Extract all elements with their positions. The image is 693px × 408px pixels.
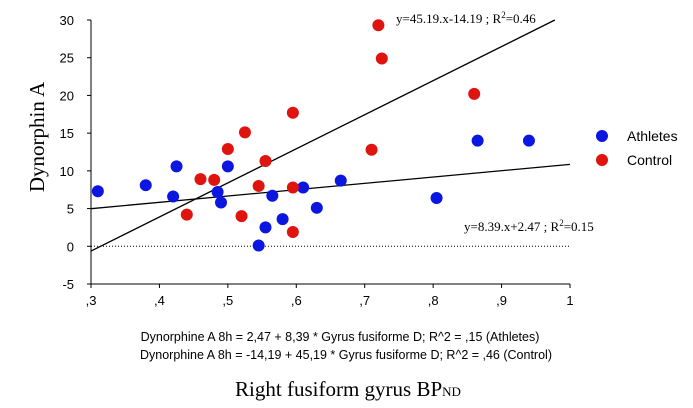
point-athletes — [91, 185, 104, 198]
y-tick-label: -5 — [62, 277, 74, 292]
y-tick-label: 0 — [67, 239, 74, 254]
y-tick-label: 20 — [60, 88, 74, 103]
point-athletes — [334, 174, 347, 187]
point-athletes — [310, 201, 323, 214]
y-tick-label: 5 — [67, 202, 74, 217]
x-tick-label: 1 — [566, 293, 573, 308]
point-control — [259, 155, 272, 168]
y-tick-label: 25 — [60, 51, 74, 66]
point-athletes — [522, 134, 535, 147]
point-control — [286, 225, 299, 238]
point-control — [372, 19, 385, 32]
y-tick-label: 10 — [60, 164, 74, 179]
point-athletes — [471, 134, 484, 147]
point-athletes — [430, 192, 443, 205]
legend-marker-athletes — [596, 130, 608, 142]
x-tick-label: ,6 — [291, 293, 302, 308]
point-athletes — [211, 185, 224, 198]
point-athletes — [170, 160, 183, 173]
point-control — [238, 126, 251, 139]
point-control — [286, 181, 299, 194]
footnote-control: Dynorphine A 8h = -14,19 + 45,19 * Gyrus… — [140, 348, 552, 362]
athletes-fit-equation: y=8.39.x+2.47 ; R2=0.15 — [464, 218, 594, 234]
point-athletes — [276, 213, 289, 226]
footnote-athletes: Dynorphine A 8h = 2,47 + 8,39 * Gyrus fu… — [141, 330, 540, 344]
point-athletes — [167, 190, 180, 203]
point-control — [286, 106, 299, 119]
point-control — [375, 52, 388, 65]
point-control — [194, 173, 207, 186]
fit-line-athletes — [90, 163, 571, 210]
point-athletes — [266, 189, 279, 202]
legend-marker-control — [596, 154, 608, 166]
x-tick-label: ,9 — [496, 293, 507, 308]
point-athletes — [221, 160, 234, 173]
plot-area: -5 0 5 10 15 20 25 30 ,3 ,4 ,5 ,6 ,7 ,8 ,9 1 — [60, 13, 574, 308]
fit-line-control — [90, 19, 556, 252]
legend-label-athletes: Athletes — [627, 128, 678, 144]
x-axis-label: Right fusiform gyrus BPND — [235, 377, 461, 401]
point-control — [252, 179, 265, 192]
legend: Athletes Control — [596, 128, 678, 168]
x-tick-label: ,7 — [359, 293, 370, 308]
point-control — [235, 210, 248, 223]
x-tick-label: ,4 — [154, 293, 165, 308]
point-athletes — [259, 221, 272, 234]
point-athletes — [215, 196, 228, 209]
point-control — [208, 173, 221, 186]
y-axis-ticks: -5 0 5 10 15 20 25 30 — [60, 13, 91, 292]
point-athletes — [252, 239, 265, 252]
y-tick-label: 15 — [60, 126, 74, 141]
point-control — [221, 142, 234, 155]
y-tick-label: 30 — [60, 13, 74, 28]
x-tick-label: ,5 — [222, 293, 233, 308]
x-tick-label: ,8 — [428, 293, 439, 308]
point-athletes — [139, 179, 152, 192]
data-points — [91, 19, 535, 252]
legend-label-control: Control — [627, 152, 672, 168]
point-athletes — [297, 181, 310, 194]
regression-lines — [90, 19, 571, 252]
point-control — [365, 143, 378, 156]
point-control — [468, 87, 481, 100]
x-tick-label: ,3 — [86, 293, 97, 308]
y-axis-label: Dynorphin A — [25, 81, 49, 192]
point-control — [180, 208, 193, 221]
x-axis-ticks: ,3 ,4 ,5 ,6 ,7 ,8 ,9 1 — [86, 284, 574, 308]
control-fit-equation: y=45.19.x-14.19 ; R2=0.46 — [396, 10, 536, 26]
